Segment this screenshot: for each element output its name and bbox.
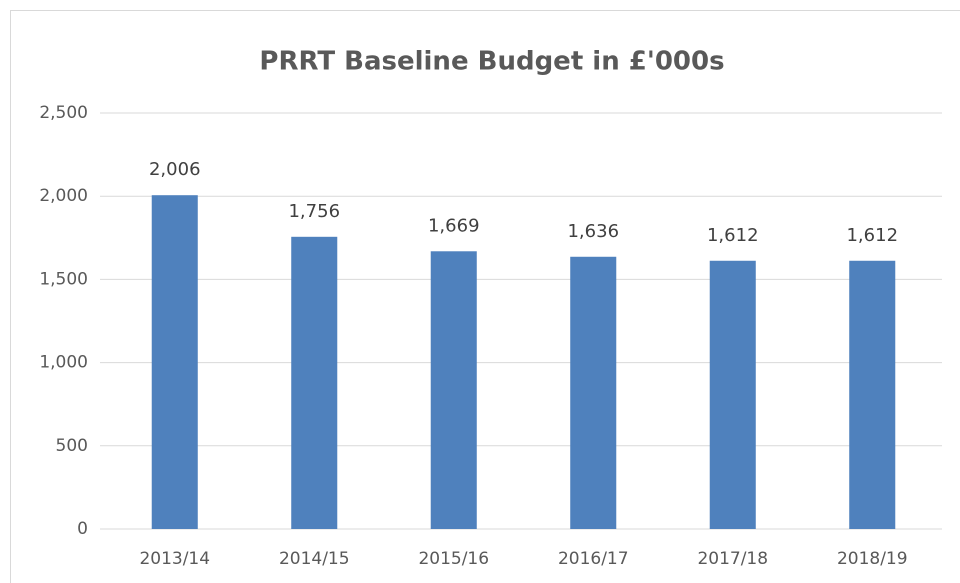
y-tick-label: 2,500 — [39, 103, 88, 123]
value-label: 2,006 — [149, 159, 201, 180]
chart-title: PRRT Baseline Budget in £'000s — [259, 47, 724, 77]
x-tick-label: 2018/19 — [837, 549, 908, 569]
bar — [849, 260, 896, 529]
value-label: 1,612 — [707, 225, 759, 246]
y-tick-label: 2,000 — [39, 186, 88, 206]
y-tick-label: 1,000 — [39, 353, 88, 373]
bar — [709, 260, 756, 529]
y-tick-label: 500 — [56, 436, 88, 456]
x-tick-label: 2014/15 — [279, 549, 350, 569]
x-tick-label: 2017/18 — [697, 549, 768, 569]
value-label: 1,612 — [846, 225, 898, 246]
bar — [570, 256, 617, 529]
bar — [430, 251, 477, 530]
value-label: 1,636 — [567, 221, 619, 242]
bar — [291, 236, 338, 529]
value-label: 1,669 — [428, 215, 480, 236]
x-tick-label: 2016/17 — [558, 549, 629, 569]
y-tick-label: 0 — [77, 519, 88, 539]
value-label: 1,756 — [288, 201, 340, 222]
y-tick-label: 1,500 — [39, 269, 88, 289]
x-tick-label: 2013/14 — [139, 549, 210, 569]
x-tick-label: 2015/16 — [418, 549, 489, 569]
bar — [151, 195, 198, 529]
